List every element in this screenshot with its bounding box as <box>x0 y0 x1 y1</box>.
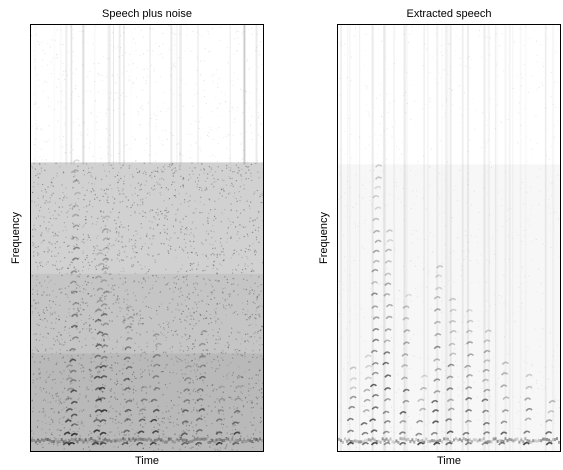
right-panel-title: Extracted speech <box>406 8 492 20</box>
left-panel-xlabel: Time <box>134 455 160 467</box>
right-panel-ylabel: Frequency <box>318 212 330 264</box>
right-spectrogram <box>337 24 561 452</box>
right-spectrogram-image <box>338 25 560 451</box>
left-spectrogram-image <box>31 25 263 451</box>
left-panel-title: Speech plus noise <box>102 8 192 20</box>
right-panel-xlabel: Time <box>436 455 462 467</box>
left-spectrogram <box>30 24 264 452</box>
left-panel-ylabel: Frequency <box>10 212 22 264</box>
